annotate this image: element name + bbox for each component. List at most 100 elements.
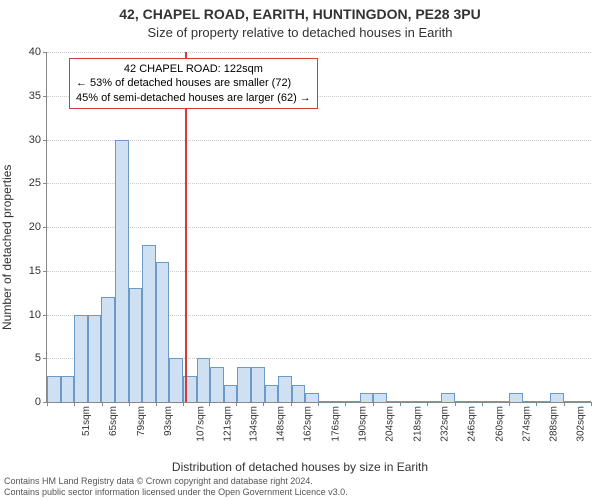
x-tick-label: 260sqm [494, 406, 505, 442]
histogram-bar [278, 376, 292, 402]
histogram-bar [333, 401, 347, 402]
annotation-box: 42 CHAPEL ROAD: 122sqm← 53% of detached … [69, 58, 318, 109]
histogram-bar [428, 401, 442, 402]
x-tick-label: 232sqm [439, 406, 450, 442]
x-tick-label: 176sqm [330, 406, 341, 442]
x-tick [400, 402, 401, 406]
footer-line-2: Contains public sector information licen… [4, 487, 348, 498]
y-tick-label: 0 [35, 396, 47, 408]
histogram-bar [224, 385, 238, 403]
histogram-bar [373, 393, 387, 402]
x-tick [591, 402, 592, 406]
y-axis-label-text: Number of detached properties [0, 165, 14, 330]
x-tick [156, 402, 157, 406]
gridline [47, 183, 591, 184]
histogram-bar [74, 315, 88, 403]
histogram-bar [47, 376, 61, 402]
x-tick [427, 402, 428, 406]
x-tick-label: 218sqm [412, 406, 423, 442]
histogram-bar [265, 385, 279, 403]
x-tick [373, 402, 374, 406]
annotation-line2: ← 53% of detached houses are smaller (72… [76, 76, 311, 90]
histogram-bar [346, 401, 360, 402]
histogram-bar [292, 385, 306, 403]
histogram-bar [469, 401, 483, 402]
histogram-bar [129, 288, 143, 402]
x-tick [47, 402, 48, 406]
histogram-bar [564, 401, 578, 402]
x-tick [102, 402, 103, 406]
x-tick-label: 302sqm [576, 406, 587, 442]
x-tick [209, 402, 210, 406]
histogram-bar [577, 401, 591, 402]
histogram-bar [387, 401, 401, 402]
x-tick [318, 402, 319, 406]
y-tick-label: 25 [29, 177, 47, 189]
y-axis-label: Number of detached properties [0, 75, 14, 240]
x-tick [291, 402, 292, 406]
y-tick-label: 40 [29, 46, 47, 58]
histogram-bar [169, 358, 183, 402]
histogram-bar [360, 393, 374, 402]
x-tick [263, 402, 264, 406]
histogram-bar [305, 393, 319, 402]
chart-container: 42, CHAPEL ROAD, EARITH, HUNTINGDON, PE2… [0, 0, 600, 500]
x-tick [129, 402, 130, 406]
histogram-bar [441, 393, 455, 402]
x-tick-label: 190sqm [358, 406, 369, 442]
y-tick-label: 5 [35, 352, 47, 364]
y-tick-label: 20 [29, 221, 47, 233]
x-tick-label: 204sqm [385, 406, 396, 442]
histogram-bar [482, 401, 496, 402]
histogram-bar [156, 262, 170, 402]
histogram-bar [61, 376, 75, 402]
x-tick-label: 65sqm [108, 406, 119, 436]
x-tick [345, 402, 346, 406]
gridline [47, 271, 591, 272]
histogram-bar [537, 401, 551, 402]
y-tick-label: 10 [29, 309, 47, 321]
x-tick-label: 79sqm [136, 406, 147, 436]
histogram-bar [401, 401, 415, 402]
x-tick [536, 402, 537, 406]
y-tick-label: 30 [29, 134, 47, 146]
histogram-bar [115, 140, 129, 403]
gridline [47, 140, 591, 141]
histogram-bar [251, 367, 265, 402]
x-tick-label: 148sqm [276, 406, 287, 442]
annotation-line3: 45% of semi-detached houses are larger (… [76, 91, 311, 105]
histogram-bar [509, 393, 523, 402]
histogram-bar [414, 401, 428, 402]
chart-title-main: 42, CHAPEL ROAD, EARITH, HUNTINGDON, PE2… [0, 6, 600, 22]
x-tick [455, 402, 456, 406]
plot-area: 051015202530354051sqm65sqm79sqm93sqm107s… [46, 52, 591, 403]
histogram-bar [455, 401, 469, 402]
histogram-bar [496, 401, 510, 402]
histogram-bar [210, 367, 224, 402]
y-tick-label: 35 [29, 90, 47, 102]
annotation-line1: 42 CHAPEL ROAD: 122sqm [76, 62, 311, 76]
histogram-bar [142, 245, 156, 403]
x-axis-label: Distribution of detached houses by size … [0, 460, 600, 474]
chart-title-sub: Size of property relative to detached ho… [0, 25, 600, 40]
x-tick-label: 246sqm [467, 406, 478, 442]
histogram-bar [550, 393, 564, 402]
gridline [47, 227, 591, 228]
x-tick [236, 402, 237, 406]
histogram-bar [88, 315, 102, 403]
x-tick-label: 93sqm [163, 406, 174, 436]
histogram-bar [319, 401, 333, 402]
x-tick [482, 402, 483, 406]
x-tick-label: 274sqm [521, 406, 532, 442]
x-tick-label: 121sqm [223, 406, 234, 442]
x-tick-label: 288sqm [549, 406, 560, 442]
histogram-bar [237, 367, 251, 402]
footer-line-1: Contains HM Land Registry data © Crown c… [4, 476, 348, 487]
x-tick-label: 162sqm [303, 406, 314, 442]
y-tick-label: 15 [29, 265, 47, 277]
gridline [47, 52, 591, 53]
x-tick [509, 402, 510, 406]
histogram-bar [101, 297, 115, 402]
x-tick [564, 402, 565, 406]
x-tick-label: 134sqm [248, 406, 259, 442]
